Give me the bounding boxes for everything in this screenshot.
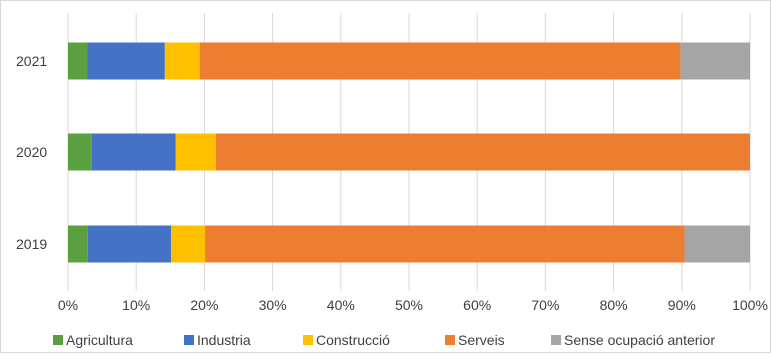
value-axis: 0% 10% 20% 30% 40% 50% 60% 70% 80% 90% 100% — [58, 297, 768, 313]
legend-label: Industria — [197, 332, 251, 348]
x-tick-label: 10% — [122, 297, 150, 313]
x-tick-label: 90% — [668, 297, 696, 313]
x-tick-label: 20% — [190, 297, 218, 313]
bar-segment — [175, 133, 216, 171]
x-tick-label: 30% — [259, 297, 287, 313]
x-tick-label: 50% — [395, 297, 423, 313]
legend-label: Serveis — [458, 332, 505, 348]
bar-segment — [68, 42, 88, 80]
bar-segment — [199, 42, 681, 80]
legend-swatch — [53, 335, 63, 345]
category-label: 2020 — [16, 144, 47, 160]
bars — [68, 42, 750, 263]
category-label: 2021 — [16, 53, 47, 69]
x-tick-label: 100% — [732, 297, 768, 313]
x-tick-label: 80% — [600, 297, 628, 313]
bar-segment — [91, 133, 176, 171]
bar-segment — [68, 225, 88, 263]
legend-item: Industria — [184, 332, 251, 348]
legend-item: Agricultura — [53, 332, 133, 348]
legend-item: Serveis — [445, 332, 505, 348]
category-label: 2019 — [16, 236, 47, 252]
bar-segment — [68, 133, 92, 171]
legend-swatch — [184, 335, 194, 345]
bar-segment — [680, 42, 750, 80]
x-tick-label: 70% — [531, 297, 559, 313]
legend-swatch — [445, 335, 455, 345]
x-tick-label: 40% — [327, 297, 355, 313]
legend: Agricultura Industria Construcció Serveis Se… — [53, 332, 715, 348]
category-axis: 2019 2020 2021 — [16, 53, 47, 252]
x-tick-label: 60% — [463, 297, 491, 313]
legend-item: Construcció — [303, 332, 390, 348]
bar-segment — [87, 42, 165, 80]
legend-label: Agricultura — [66, 332, 133, 348]
bar-segment — [164, 42, 200, 80]
legend-label: Construcció — [316, 332, 390, 348]
bar-segment — [87, 225, 171, 263]
bar-segment — [684, 225, 750, 263]
bar-segment — [205, 225, 685, 263]
legend-swatch — [551, 335, 561, 345]
legend-label: Sense ocupació anterior — [564, 332, 715, 348]
legend-item: Sense ocupació anterior — [551, 332, 715, 348]
bar-segment — [170, 225, 206, 263]
x-tick-label: 0% — [58, 297, 78, 313]
bar-segment — [215, 133, 750, 171]
legend-swatch — [303, 335, 313, 345]
